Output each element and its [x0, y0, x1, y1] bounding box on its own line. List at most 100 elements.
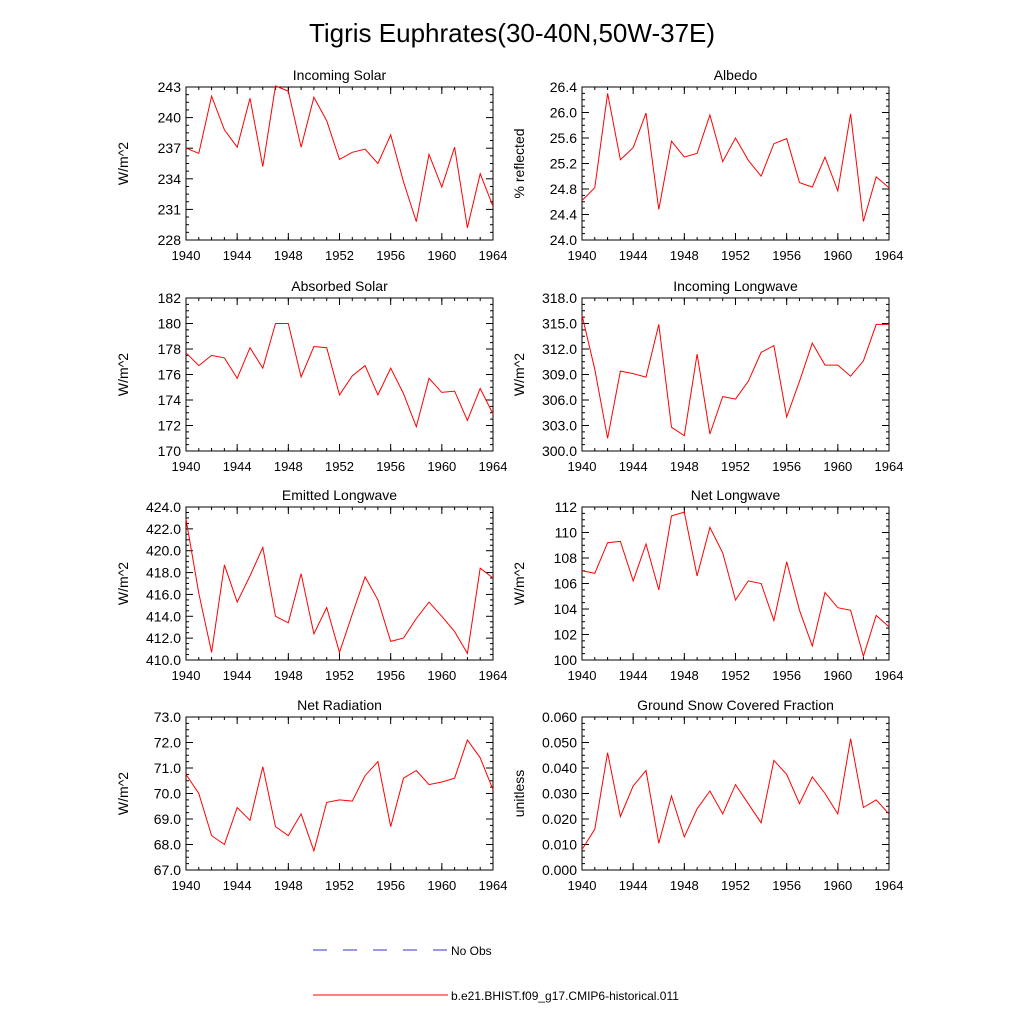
- panel-title: Net Radiation: [297, 697, 382, 713]
- x-tick-label: 1956: [376, 459, 405, 474]
- y-tick-label: 24.0: [550, 232, 577, 248]
- x-tick-label: 1944: [619, 248, 648, 263]
- panels: Incoming Solar W/m^2 1940 1944 1948 1952 1956 1…: [115, 67, 903, 893]
- x-tick-label: 1956: [376, 668, 405, 683]
- y-tick-label: 412.0: [146, 630, 181, 646]
- y-tick-label: 0.000: [542, 862, 577, 878]
- panel-2: Albedo % reflected 1940 1944 1948 1952 1956 196…: [511, 67, 903, 263]
- y-axis-label: W/m^2: [115, 562, 131, 605]
- y-axis-label: unitless: [511, 770, 527, 817]
- series-line: [185, 738, 494, 853]
- y-tick-label: 73.0: [154, 709, 181, 725]
- panel-title: Incoming Longwave: [673, 278, 798, 294]
- y-tick-label: 418.0: [146, 565, 181, 581]
- x-tick-label: 1964: [479, 878, 508, 893]
- y-tick-label: 110: [555, 525, 578, 541]
- plot-frame: [581, 86, 890, 241]
- plot-frame: [581, 506, 890, 661]
- x-tick-label: 1940: [568, 248, 597, 263]
- y-tick-label: 108: [554, 550, 578, 566]
- x-tick-label: 1960: [823, 878, 852, 893]
- y-tick-label: 0.060: [542, 709, 577, 725]
- y-tick-label: 0.020: [542, 811, 577, 827]
- y-tick-label: 0.050: [542, 735, 577, 751]
- y-axis-label: W/m^2: [115, 353, 131, 396]
- y-tick-label: 112: [555, 499, 578, 515]
- x-tick-label: 1952: [325, 668, 354, 683]
- panel-5: Emitted Longwave W/m^2 1940 1944 1948 1952 195…: [115, 487, 507, 683]
- y-tick-label: 25.2: [550, 156, 577, 172]
- plot-frame: [185, 716, 494, 871]
- panel-title: Ground Snow Covered Fraction: [637, 697, 834, 713]
- y-tick-label: 231: [158, 201, 182, 217]
- x-tick-label: 1948: [670, 459, 699, 474]
- y-tick-label: 176: [158, 367, 182, 383]
- y-axis-label: W/m^2: [511, 353, 527, 396]
- x-tick-label: 1956: [772, 668, 801, 683]
- x-tick-label: 1956: [376, 248, 405, 263]
- panel-title: Incoming Solar: [293, 67, 387, 83]
- panel-6: Net Longwave W/m^2 1940 1944 1948 1952 1956 196…: [511, 487, 903, 683]
- x-tick-label: 1948: [670, 668, 699, 683]
- y-tick-label: 180: [158, 316, 182, 332]
- x-tick-label: 1952: [721, 248, 750, 263]
- plot-frame: [185, 86, 494, 241]
- y-tick-label: 71.0: [154, 760, 181, 776]
- legend-model-label: b.e21.BHIST.f09_g17.CMIP6-historical.011: [451, 989, 679, 1003]
- y-tick-label: 106: [554, 576, 578, 592]
- x-tick-label: 1964: [479, 459, 508, 474]
- figure-title: Tigris Euphrates(30-40N,50W-37E): [309, 18, 715, 48]
- y-tick-label: 240: [158, 110, 182, 126]
- y-tick-label: 178: [158, 341, 182, 357]
- y-tick-label: 414.0: [146, 608, 181, 624]
- plot-frame: [185, 506, 494, 661]
- series-line: [581, 93, 890, 222]
- x-tick-label: 1944: [223, 878, 252, 893]
- x-tick-label: 1964: [875, 878, 904, 893]
- x-tick-label: 1964: [479, 668, 508, 683]
- y-tick-label: 410.0: [146, 652, 181, 668]
- y-tick-label: 68.0: [154, 837, 181, 853]
- y-tick-label: 243: [158, 79, 182, 95]
- y-tick-label: 237: [158, 140, 182, 156]
- panel-1: Incoming Solar W/m^2 1940 1944 1948 1952 1956 1…: [115, 67, 507, 263]
- x-tick-label: 1956: [772, 248, 801, 263]
- x-tick-label: 1948: [274, 459, 303, 474]
- y-tick-label: 424.0: [146, 499, 181, 515]
- y-tick-label: 0.030: [542, 786, 577, 802]
- y-axis-label: W/m^2: [115, 142, 131, 185]
- y-tick-label: 24.8: [550, 181, 577, 197]
- x-tick-label: 1964: [875, 459, 904, 474]
- y-tick-label: 72.0: [154, 735, 181, 751]
- y-tick-label: 416.0: [146, 586, 181, 602]
- x-tick-label: 1960: [427, 668, 456, 683]
- y-tick-label: 26.4: [550, 79, 577, 95]
- y-tick-label: 104: [554, 601, 578, 617]
- x-tick-label: 1952: [721, 459, 750, 474]
- legend-obs-label: No Obs: [451, 944, 492, 958]
- y-axis-label: W/m^2: [115, 772, 131, 815]
- x-tick-label: 1964: [875, 248, 904, 263]
- x-tick-label: 1940: [568, 668, 597, 683]
- plot-frame: [581, 716, 890, 871]
- x-tick-label: 1948: [670, 248, 699, 263]
- y-tick-label: 102: [554, 627, 578, 643]
- y-tick-label: 420.0: [146, 543, 181, 559]
- x-tick-label: 1944: [223, 668, 252, 683]
- y-tick-label: 26.0: [550, 105, 577, 121]
- panel-3: Absorbed Solar W/m^2 1940 1944 1948 1952 1956 1…: [115, 278, 507, 474]
- panel-4: Incoming Longwave W/m^2 1940 1944 1948 1952 19…: [511, 278, 903, 474]
- y-tick-label: 312.0: [542, 341, 577, 357]
- x-tick-label: 1940: [568, 459, 597, 474]
- panel-title: Net Longwave: [691, 487, 781, 503]
- y-tick-label: 306.0: [542, 392, 577, 408]
- x-tick-label: 1960: [427, 878, 456, 893]
- y-tick-label: 318.0: [542, 290, 577, 306]
- y-tick-label: 100: [554, 652, 578, 668]
- x-tick-label: 1960: [823, 668, 852, 683]
- y-tick-label: 303.0: [542, 418, 577, 434]
- x-tick-label: 1948: [274, 668, 303, 683]
- plot-frame: [581, 297, 890, 452]
- x-tick-label: 1940: [172, 459, 201, 474]
